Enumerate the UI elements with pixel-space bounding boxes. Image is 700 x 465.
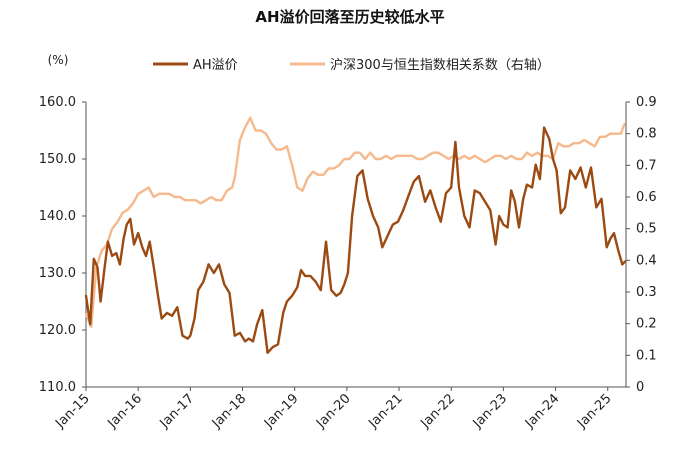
series-line-ah-premium <box>84 126 627 354</box>
right-tick-label: 0.5 <box>636 222 657 237</box>
x-tick-label: Jan-22 <box>418 391 459 432</box>
x-tick-label: Jan-25 <box>574 391 615 432</box>
right-tick-label: 0.3 <box>636 285 657 300</box>
left-axis-unit: (%) <box>48 53 69 67</box>
right-tick-label: 0.1 <box>636 348 657 363</box>
x-tick-label: Jan-21 <box>365 391 406 432</box>
x-tick-label: Jan-18 <box>209 391 250 432</box>
right-tick-label: 0.7 <box>636 158 657 173</box>
legend-label-corr: 沪深300与恒生指数相关系数（右轴） <box>330 57 550 73</box>
right-tick-label: 0.6 <box>636 190 657 205</box>
x-tick-label: Jan-24 <box>522 391 563 432</box>
legend: AH溢价 沪深300与恒生指数相关系数（右轴） <box>153 57 550 73</box>
x-tick-label: Jan-19 <box>261 391 302 432</box>
left-tick-label: 150.0 <box>39 152 76 167</box>
right-tick-label: 0.4 <box>636 253 657 268</box>
left-tick-label: 140.0 <box>39 209 76 224</box>
right-tick-label: 0.8 <box>636 127 657 142</box>
x-tick-label: Jan-15 <box>52 391 93 432</box>
x-tick-label: Jan-16 <box>104 391 145 432</box>
x-tick-label: Jan-20 <box>313 391 354 432</box>
right-tick-label: 0.2 <box>636 317 657 332</box>
right-tick-label: 0 <box>636 380 644 395</box>
plot-area <box>84 116 627 354</box>
chart-title: AH溢价回落至历史较低水平 <box>255 8 444 26</box>
left-tick-label: 110.0 <box>39 380 76 395</box>
x-tick-label: Jan-23 <box>470 391 511 432</box>
series-line-correlation <box>84 116 626 328</box>
right-tick-label: 0.9 <box>636 95 657 110</box>
legend-label-ah: AH溢价 <box>193 58 238 73</box>
left-tick-label: 130.0 <box>39 266 76 281</box>
left-tick-label: 160.0 <box>39 95 76 110</box>
x-tick-label: Jan-17 <box>157 391 198 432</box>
left-tick-label: 120.0 <box>39 323 76 338</box>
